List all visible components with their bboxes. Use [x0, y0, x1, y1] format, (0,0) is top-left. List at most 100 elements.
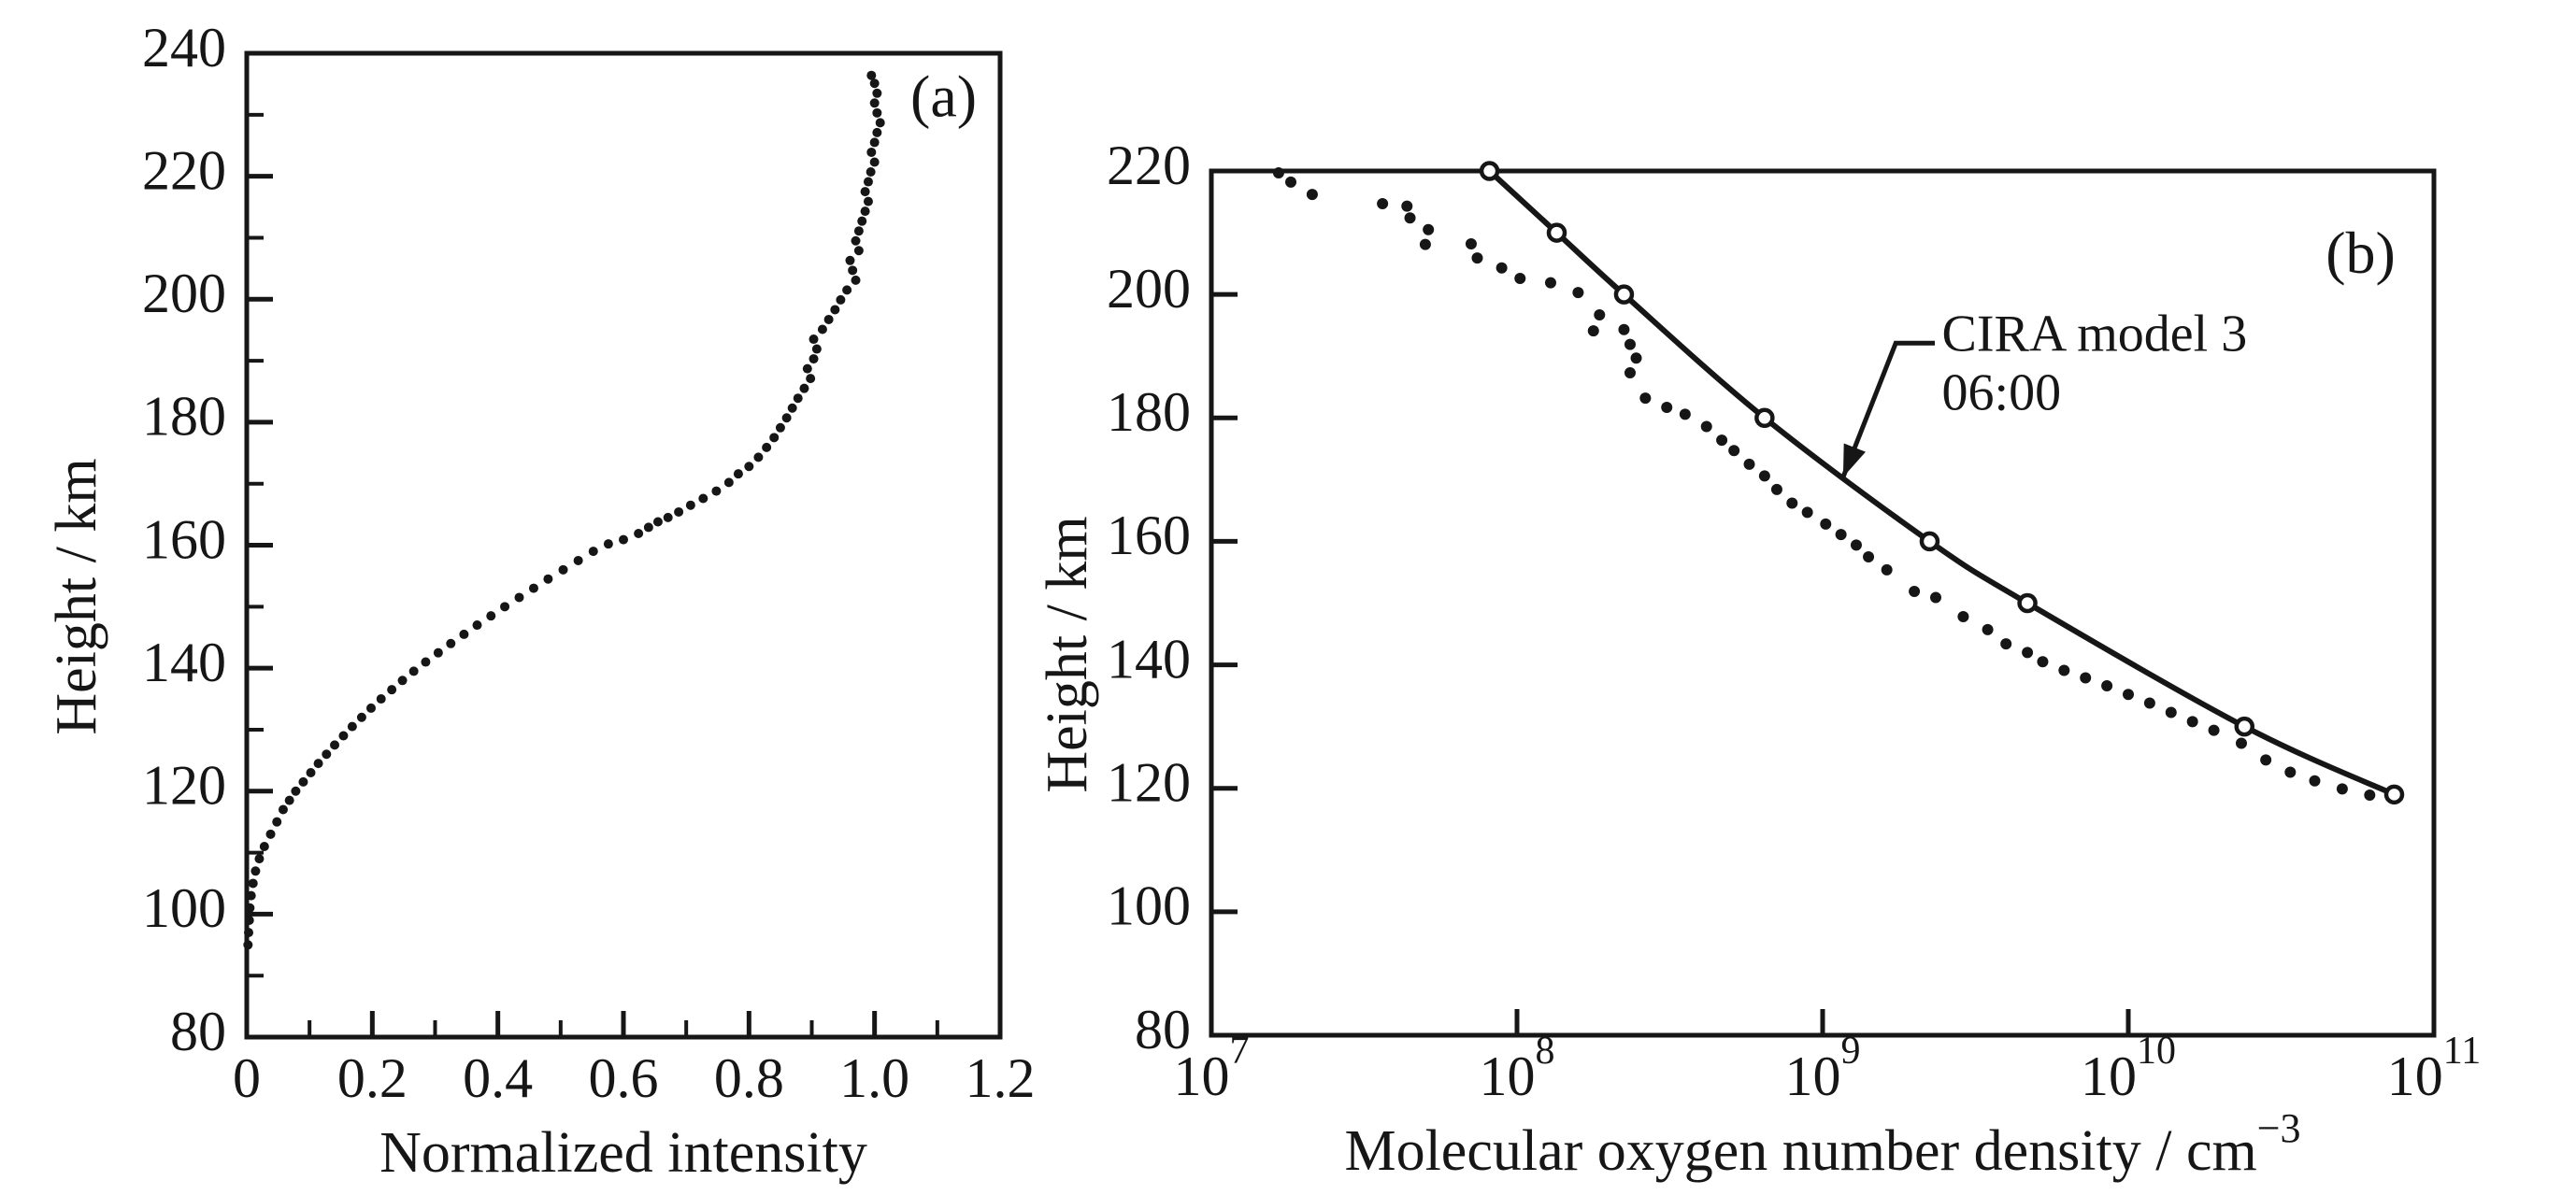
open-circle-marker [1919, 531, 1940, 552]
dot-marker [306, 768, 316, 778]
dot-marker [845, 255, 855, 265]
series-measured-o2-density [1272, 166, 2376, 801]
dot-marker [1594, 308, 1606, 320]
dot-marker [2037, 656, 2049, 668]
dot-marker [1929, 591, 1941, 604]
dot-marker [433, 647, 443, 658]
dot-marker [866, 70, 877, 80]
open-circle-marker [1479, 161, 1500, 181]
dot-marker [1716, 434, 1728, 447]
dot-marker [272, 817, 282, 827]
dot-marker [1639, 392, 1652, 405]
dot-marker [869, 137, 880, 148]
dot-marker [2309, 775, 2321, 787]
dot-marker [1544, 277, 1556, 289]
dot-marker [1982, 623, 1994, 635]
dot-marker [2336, 783, 2348, 795]
dot-marker [860, 206, 870, 217]
y-tick-label: 80 [170, 1001, 226, 1062]
x-axis-title: Molecular oxygen number density / cm−3 [1344, 1105, 2300, 1183]
dot-marker [1514, 272, 1526, 284]
y-tick-label: 120 [142, 755, 226, 817]
x-tick-label: 1.0 [839, 1047, 909, 1109]
dot-marker [1835, 529, 1847, 541]
dot-marker [2022, 647, 2034, 659]
dot-marker [830, 305, 840, 315]
panel-b: 107 108 109 1010 1011 80 100 120 140 160 180 200 220… [1036, 135, 2481, 1183]
dot-marker [573, 555, 583, 565]
y-tick-label: 180 [1107, 381, 1191, 443]
dot-marker [472, 620, 482, 631]
dot-marker [259, 841, 269, 851]
open-circle-marker [2017, 592, 2038, 614]
y-tick-label: 100 [1107, 875, 1191, 937]
dot-marker [298, 776, 308, 787]
series-normalized-intensity-profile [243, 70, 885, 950]
dot-marker [799, 383, 809, 393]
dot-marker [753, 452, 764, 462]
dot-marker [330, 740, 340, 750]
y-tick-label: 100 [142, 877, 226, 939]
dot-marker [421, 657, 431, 667]
dot-marker [1572, 287, 1584, 299]
dot-marker [1850, 539, 1862, 551]
dot-marker [1630, 352, 1642, 364]
dot-marker [1770, 483, 1782, 495]
dot-marker [809, 334, 819, 345]
dot-marker [1881, 563, 1893, 576]
dot-marker [243, 940, 253, 950]
dot-marker [2101, 680, 2113, 692]
dot-marker [1306, 189, 1318, 201]
plot-border [244, 50, 1003, 1040]
dot-marker [376, 694, 386, 704]
dot-marker [733, 469, 743, 479]
dot-marker [619, 534, 628, 545]
y-axis-title: Height / km [1036, 516, 1099, 792]
x-tick-label: 0.6 [589, 1047, 659, 1109]
dot-marker [1743, 458, 1755, 470]
dot-marker [787, 403, 797, 413]
dot-marker [1285, 176, 1297, 188]
dot-marker [781, 413, 792, 423]
dot-marker [338, 731, 349, 741]
dot-marker [248, 878, 258, 889]
dot-marker [811, 344, 822, 354]
dot-marker [588, 547, 598, 557]
dot-marker [1377, 198, 1389, 210]
x-axis: 0 0.2 0.4 0.6 0.8 1.0 1.2 [233, 1011, 1036, 1109]
dot-marker [1587, 325, 1599, 337]
y-axis-title: Height / km [45, 458, 108, 734]
x-tick-label: 0.2 [337, 1047, 408, 1109]
x-tick-label: 0.8 [714, 1047, 784, 1109]
dot-marker [1909, 585, 1921, 597]
x-tick-label: 107 [1174, 1030, 1250, 1107]
dot-marker [866, 167, 876, 178]
dot-marker [853, 246, 864, 256]
dot-marker [1820, 518, 1832, 530]
dot-marker [851, 235, 861, 246]
dot-marker [806, 374, 816, 384]
dot-marker [863, 196, 873, 206]
dot-marker [2364, 789, 2376, 801]
x-axis-title: Normalized intensity [379, 1121, 867, 1185]
dot-marker [1465, 237, 1477, 249]
panel-label-b: (b) [2326, 220, 2396, 286]
dot-marker [2186, 716, 2198, 728]
y-tick-label: 160 [1107, 505, 1191, 566]
dot-marker [793, 393, 803, 404]
y-axis: 80 100 120 140 160 180 200 220 [1107, 135, 1238, 1060]
y-axis: 80 100 120 140 160 180 200 220 240 [142, 17, 273, 1062]
dot-marker [674, 506, 684, 517]
dot-marker [446, 638, 456, 648]
open-circle-marker [1546, 222, 1567, 243]
x-tick-label: 109 [1785, 1030, 1861, 1107]
dot-marker [514, 592, 524, 603]
dot-marker [1272, 166, 1284, 178]
dot-marker [2260, 754, 2272, 766]
dot-marker [1423, 223, 1435, 235]
cira-annotation: CIRA model 306:00 [1840, 306, 2247, 478]
dot-marker [842, 285, 852, 295]
dot-marker [802, 363, 812, 374]
dot-marker [872, 127, 882, 137]
